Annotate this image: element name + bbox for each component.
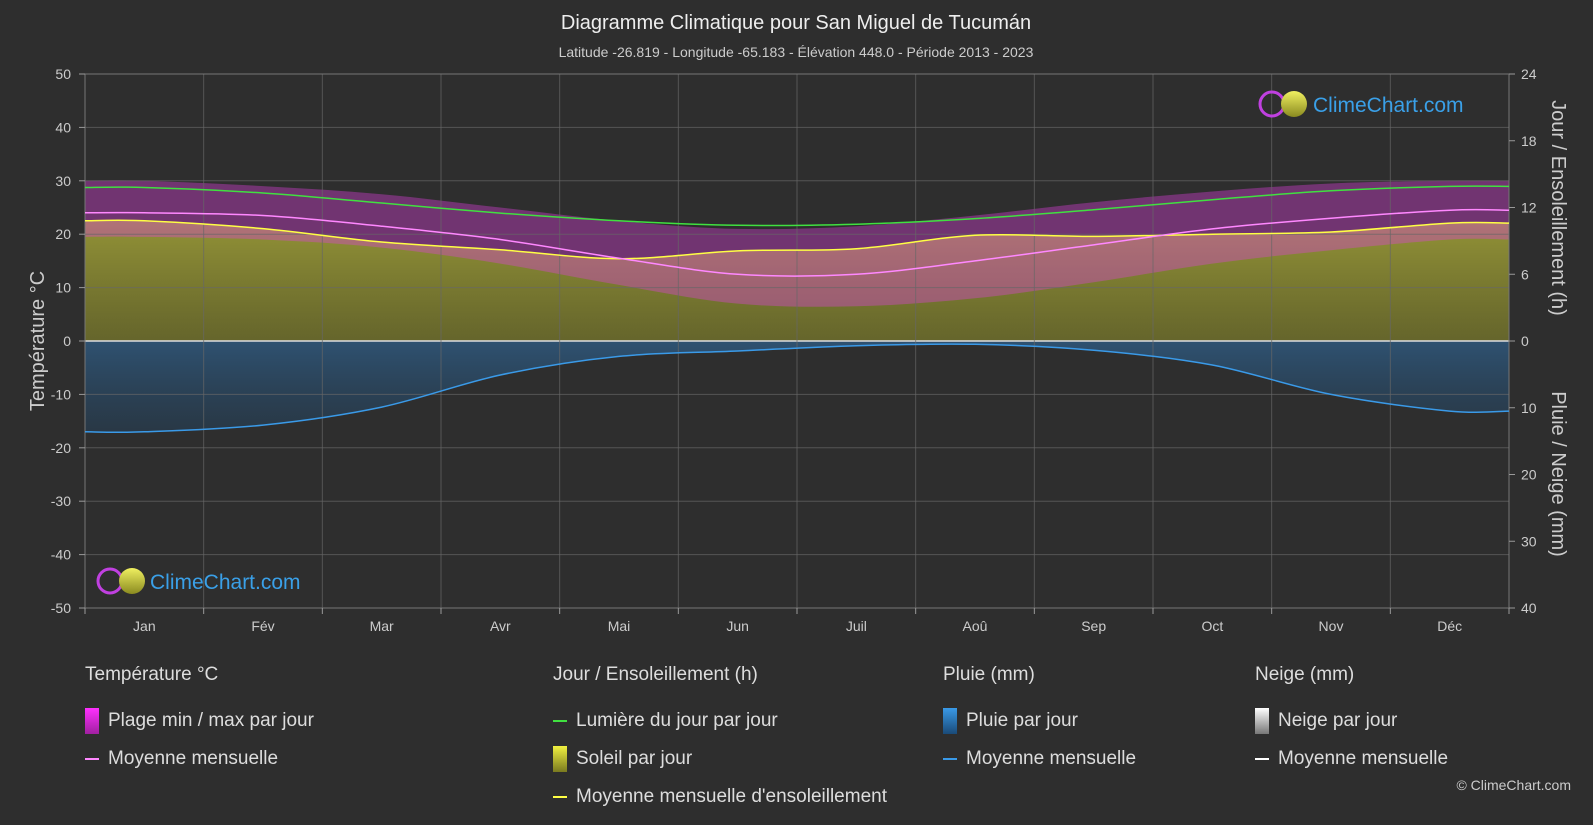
climate-chart: Diagramme Climatique pour San Miguel de …	[27, 12, 1569, 634]
chart-title: Diagramme Climatique pour San Miguel de …	[561, 12, 1031, 34]
logo-text: ClimeChart.com	[150, 571, 301, 594]
legend-rain: Pluie (mm) Pluie par jour Moyenne mensue…	[943, 664, 1136, 778]
legend-snow-title: Neige (mm)	[1255, 664, 1355, 685]
right-tick-label-hours: 0	[1521, 333, 1529, 349]
temp-mean-line	[84, 208, 1510, 277]
month-label: Nov	[1319, 618, 1344, 634]
temp-range-swatch	[85, 708, 99, 734]
month-label: Oct	[1201, 618, 1223, 634]
legend-sunshine: Soleil par jour	[553, 740, 887, 778]
left-tick-label: 30	[55, 173, 71, 189]
legend-sunshine-label: Soleil par jour	[576, 748, 693, 769]
month-label: Fév	[251, 618, 274, 634]
right-tick-label-hours: 24	[1521, 66, 1537, 82]
left-tick-label: 10	[55, 280, 71, 296]
logo-bottom-left: ClimeChart.com	[96, 567, 301, 595]
snow-mean-swatch	[1255, 758, 1269, 760]
right-axis-title-top: Jour / Ensoleillement (h)	[1547, 100, 1569, 316]
left-tick-label: 0	[63, 333, 71, 349]
month-label: Mai	[608, 618, 631, 634]
left-tick-label: 20	[55, 226, 71, 242]
legend-daylight: Lumière du jour par jour	[553, 702, 887, 740]
right-tick-label-rain: 30	[1521, 533, 1537, 549]
daylight-line	[84, 185, 1510, 227]
logo-top-right: ClimeChart.com	[1258, 90, 1464, 118]
legend-daylight-label: Lumière du jour par jour	[576, 710, 778, 731]
right-tick-label-rain: 10	[1521, 400, 1537, 416]
rain-swatch	[943, 708, 957, 734]
legend-temperature: Température °C Plage min / max par jour …	[85, 664, 314, 778]
legend-snow-daily: Neige par jour	[1255, 702, 1448, 740]
legend-sun: Jour / Ensoleillement (h) Lumière du jou…	[553, 664, 887, 816]
legend-temp-mean-label: Moyenne mensuelle	[108, 748, 279, 769]
legend-snow-mean-label: Moyenne mensuelle	[1278, 748, 1449, 769]
month-label: Jan	[133, 618, 156, 634]
snow-swatch	[1255, 708, 1269, 734]
month-label: Jun	[726, 618, 749, 634]
left-tick-label: 40	[55, 119, 71, 135]
chart-subtitle: Latitude -26.819 - Longitude -65.183 - É…	[559, 44, 1034, 60]
right-axis-ticks: 24 18 12 6 0 10 20 30 40	[1509, 66, 1537, 616]
legend-temp-range: Plage min / max par jour	[85, 702, 314, 740]
month-axis-ticks: Jan Fév Mar Avr Mai Jun Juil Aoû Sep Oct Nov Déc	[84, 608, 1510, 634]
logo-ball-icon	[1281, 91, 1307, 117]
month-label: Juil	[846, 618, 867, 634]
legend-rain-mean-label: Moyenne mensuelle	[966, 748, 1137, 769]
right-axis-title-bottom: Pluie / Neige (mm)	[1547, 391, 1569, 557]
legend-rain-title: Pluie (mm)	[943, 664, 1035, 685]
logo-ball-icon	[119, 568, 145, 594]
right-tick-label-hours: 12	[1521, 200, 1537, 216]
month-label: Mar	[370, 618, 394, 634]
series-lines	[84, 185, 1510, 434]
left-tick-label: -40	[51, 547, 71, 563]
legend-snow-daily-label: Neige par jour	[1278, 710, 1398, 731]
month-label: Aoû	[963, 618, 988, 634]
right-tick-label-rain: 20	[1521, 467, 1537, 483]
left-tick-label: -10	[51, 386, 71, 402]
logo-text: ClimeChart.com	[1313, 94, 1464, 117]
legend-temp-range-label: Plage min / max par jour	[108, 710, 314, 731]
legend-rain-daily-label: Pluie par jour	[966, 710, 1078, 731]
temp-mean-swatch	[85, 758, 99, 760]
legend-snow-mean: Moyenne mensuelle	[1255, 740, 1448, 778]
left-tick-label: -20	[51, 440, 71, 456]
legend-sun-title: Jour / Ensoleillement (h)	[553, 664, 758, 685]
left-tick-label: -50	[51, 600, 71, 616]
legend-rain-mean: Moyenne mensuelle	[943, 740, 1136, 778]
sunshine-mean-swatch	[553, 796, 567, 798]
legend-snow: Neige (mm) Neige par jour Moyenne mensue…	[1255, 664, 1448, 778]
left-tick-label: 50	[55, 66, 71, 82]
legend-rain-daily: Pluie par jour	[943, 702, 1136, 740]
copyright: © ClimeChart.com	[1456, 777, 1571, 793]
month-label: Déc	[1437, 618, 1462, 634]
sunshine-swatch	[553, 746, 567, 772]
legend-temp-mean: Moyenne mensuelle	[85, 740, 314, 778]
legend-sunshine-mean-label: Moyenne mensuelle d'ensoleillement	[576, 786, 887, 807]
right-tick-label-hours: 6	[1521, 266, 1529, 282]
legend-temperature-title: Température °C	[85, 664, 219, 685]
rain-mean-line	[84, 343, 1510, 434]
left-tick-label: -30	[51, 493, 71, 509]
legend: Température °C Plage min / max par jour …	[0, 650, 1593, 825]
daylight-swatch	[553, 720, 567, 722]
month-label: Sep	[1081, 618, 1106, 634]
month-label: Avr	[490, 618, 511, 634]
right-tick-label-hours: 18	[1521, 133, 1537, 149]
left-axis-ticks: 50 40 30 20 10 0 -10 -20 -30 -40 -50	[51, 66, 85, 616]
right-tick-label-rain: 40	[1521, 600, 1537, 616]
rain-mean-swatch	[943, 758, 957, 760]
sunshine-mean-line	[84, 219, 1510, 260]
left-axis-title: Température °C	[27, 271, 49, 411]
legend-sunshine-mean: Moyenne mensuelle d'ensoleillement	[553, 778, 887, 816]
